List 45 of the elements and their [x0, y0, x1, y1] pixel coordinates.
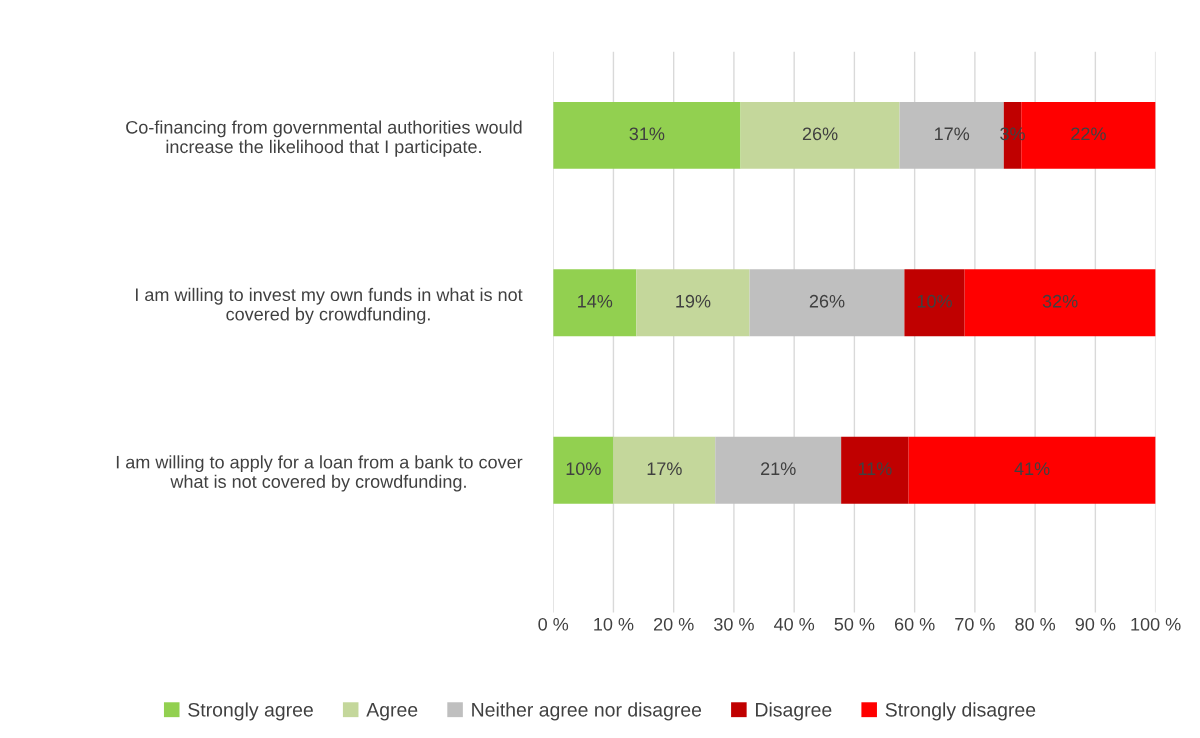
x-tick-label: 70 % [955, 617, 995, 631]
bar [636, 269, 750, 337]
data-label: 32% [1042, 294, 1078, 308]
bar [715, 436, 842, 504]
data-label: 31% [629, 127, 665, 141]
bar [740, 101, 900, 169]
x-tick-label: 60 % [894, 617, 935, 631]
bar [964, 269, 1156, 337]
y-tick-label: Co-financing from governmental authorities would increase the likelihood that I participate. [126, 120, 522, 157]
bar [841, 436, 909, 504]
legend-label: Strongly disagree [885, 702, 1036, 721]
data-label: 26% [809, 294, 845, 308]
x-tick-label: 20 % [654, 617, 694, 631]
data-label: 26% [802, 127, 838, 141]
bar [553, 269, 637, 337]
x-tick-label: 40 % [774, 617, 815, 631]
legend-label: Disagree [756, 702, 832, 721]
x-tick-label: 90 % [1075, 617, 1116, 631]
data-label: 11% [858, 462, 892, 475]
bar [749, 269, 905, 337]
bar [904, 269, 965, 337]
x-tick-label: 30 % [714, 617, 754, 631]
bar [908, 436, 1156, 504]
legend-label: Agree [366, 703, 418, 721]
x-tick-label: 0 % [538, 617, 569, 631]
data-label: 17% [647, 462, 682, 475]
x-tick-label: 80 % [1015, 617, 1056, 631]
x-tick-label: 100 % [1131, 617, 1181, 631]
bar [553, 101, 741, 169]
data-label: 19% [676, 294, 711, 308]
data-label: 10% [566, 462, 601, 476]
data-label: 41% [1014, 462, 1050, 475]
y-tick-label: I am willing to invest my own funds in what is not covered by crowdfunding. [135, 287, 523, 325]
x-tick-label: 50 % [834, 617, 875, 631]
y-tick-label: I am willing to apply for a loan from a bank to cover what is not covered by crowdfunding. [116, 455, 523, 492]
data-label: 17% [935, 127, 970, 141]
data-label: 22% [1071, 127, 1106, 141]
bar [613, 436, 716, 504]
legend-label: Strongly agree [188, 702, 313, 721]
x-tick-label: 10 % [594, 617, 634, 631]
data-label: 21% [761, 462, 796, 475]
legend-label: Neither agree nor disagree [472, 702, 702, 721]
data-label: 14% [578, 294, 613, 308]
data-label: 10% [917, 294, 952, 308]
bar [553, 436, 614, 504]
